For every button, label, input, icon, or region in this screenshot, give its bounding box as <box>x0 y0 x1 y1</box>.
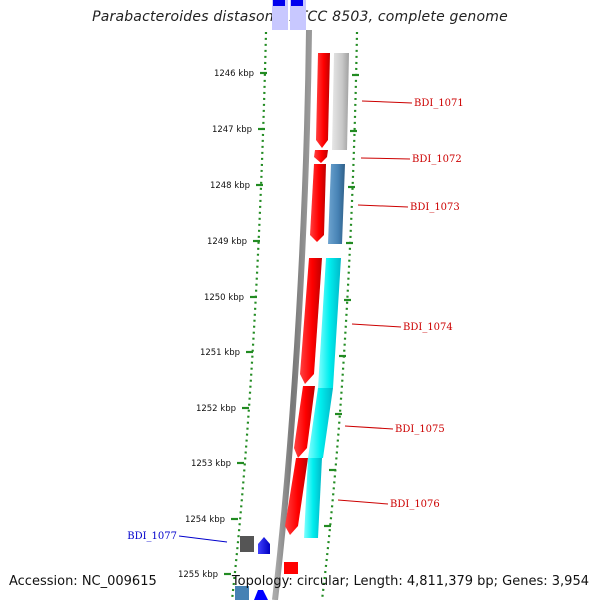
gene-label-leader-line <box>357 204 409 208</box>
scale-ticks: 1246 kbp 1247 kbp 1248 kbp 1249 kbp 1250 kbp… <box>178 69 359 580</box>
gene-label[interactable]: BDI_1071 <box>414 98 464 109</box>
genome-summary: Topology: circular; Length: 4,811,379 bp… <box>231 574 589 589</box>
accession-label: Accession: NC_009615 <box>9 574 157 589</box>
gene-label[interactable]: BDI_1072 <box>412 154 462 165</box>
scale-tick-label: 1251 kbp <box>200 348 240 358</box>
gene-label[interactable]: BDI_1073 <box>410 202 460 213</box>
gene-label[interactable]: BDI_1076 <box>390 499 440 510</box>
gene-label-leader-line <box>178 535 228 543</box>
scale-tick-label: 1250 kbp <box>204 293 244 303</box>
feature-block[interactable] <box>240 536 254 552</box>
gene-arrow[interactable] <box>300 258 322 384</box>
gene-arrow[interactable] <box>310 164 326 242</box>
scale-tick-label: 1252 kbp <box>196 404 236 414</box>
gene-label-leader-line <box>337 499 389 505</box>
gene-bdi-1076[interactable] <box>285 458 322 538</box>
partial-gene-forward <box>273 0 285 6</box>
scale-tick-label: 1246 kbp <box>214 69 254 79</box>
bottom-partial-features <box>235 562 298 600</box>
gene-arrow[interactable] <box>285 458 308 535</box>
partial-gene-forward <box>254 590 268 600</box>
gene-features <box>235 53 349 600</box>
gene-bdi-1077[interactable] <box>240 536 270 554</box>
gene-label-leader-line <box>360 157 411 160</box>
gene-label-leader-line <box>351 323 402 328</box>
partial-feature-shadow <box>272 0 288 30</box>
gene-bdi-1073[interactable] <box>310 164 345 244</box>
scale-tick-label: 1255 kbp <box>178 570 218 580</box>
scale-tick-label: 1248 kbp <box>210 181 250 191</box>
feature-block[interactable] <box>308 388 333 458</box>
gene-arrow[interactable] <box>294 386 315 458</box>
genome-backbone-arc <box>272 29 312 600</box>
outer-guide-arc <box>320 31 359 600</box>
partial-gene-forward <box>291 0 303 6</box>
scale-tick-label: 1254 kbp <box>185 515 225 525</box>
feature-block[interactable] <box>332 53 349 150</box>
gene-label[interactable]: BDI_1074 <box>403 322 453 333</box>
partial-gene-reverse <box>284 562 298 574</box>
gene-arrow[interactable] <box>258 537 270 554</box>
gene-arrow[interactable] <box>314 150 328 163</box>
gene-bdi-1075[interactable] <box>294 386 333 458</box>
gene-label-leader-line <box>344 425 394 430</box>
gene-arrow[interactable] <box>316 53 330 148</box>
gene-label[interactable]: BDI_1075 <box>395 424 445 435</box>
scale-tick-label: 1253 kbp <box>191 459 231 469</box>
partial-feature-block <box>235 586 249 600</box>
gene-label[interactable]: BDI_1077 <box>127 531 177 542</box>
gene-bdi-1074[interactable] <box>300 258 341 388</box>
gene-labels: BDI_1071 BDI_1072 BDI_1073 BDI_1074 BDI_1075… <box>127 98 464 543</box>
scale-tick-label: 1249 kbp <box>207 237 247 247</box>
feature-block[interactable] <box>328 164 345 244</box>
gene-bdi-1071[interactable] <box>316 53 349 150</box>
gene-label-leader-line <box>361 100 413 104</box>
scale-tick-label: 1247 kbp <box>212 125 252 135</box>
partial-feature-shadow <box>290 0 306 30</box>
inner-guide-arc <box>230 31 268 600</box>
feature-block[interactable] <box>318 258 341 388</box>
feature-block[interactable] <box>304 458 322 538</box>
top-partial-features <box>272 0 306 30</box>
gene-bdi-1072[interactable] <box>314 150 328 163</box>
